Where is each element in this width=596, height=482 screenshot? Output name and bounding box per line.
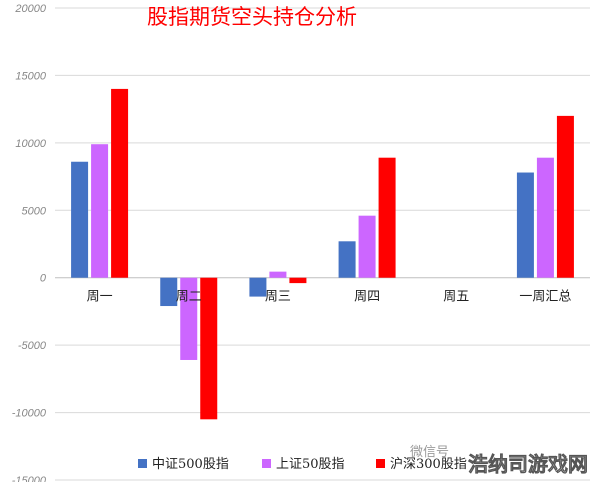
x-tick-label: 周二 — [176, 290, 202, 305]
bar — [516, 172, 534, 278]
bar — [378, 157, 396, 278]
bar — [289, 277, 307, 284]
legend-swatch — [138, 459, 147, 468]
y-tick-label: 0 — [40, 273, 47, 285]
bar — [269, 271, 287, 278]
y-tick-label: -15000 — [12, 475, 47, 482]
y-axis-ticks: 20000 15000 10000 5000 0 -5000 -10000 -15000 — [12, 3, 47, 482]
x-tick-label: 周四 — [354, 290, 380, 305]
chart-title: 股指期货空头持仓分析 — [147, 5, 357, 29]
y-tick-label: -10000 — [12, 408, 47, 420]
legend-swatch — [376, 459, 385, 468]
bar — [91, 144, 109, 278]
bar — [556, 115, 574, 278]
bar — [358, 215, 376, 278]
legend-label: 沪深300股指 — [390, 456, 467, 472]
y-tick-label: 15000 — [15, 70, 46, 82]
bar — [536, 157, 554, 278]
legend-label: 上证50股指 — [276, 457, 345, 472]
x-tick-label: 周三 — [265, 290, 291, 305]
bar — [160, 277, 178, 307]
y-tick-label: 10000 — [15, 138, 46, 150]
y-tick-label: -5000 — [18, 340, 47, 352]
x-tick-label: 一周汇总 — [519, 290, 571, 305]
x-tick-label: 周一 — [87, 290, 113, 305]
bar — [249, 277, 267, 297]
x-axis-ticks: 周一 周二 周三 周四 周五 一周汇总 — [87, 290, 572, 305]
bars — [71, 88, 574, 420]
watermark-text: 微信号 — [410, 445, 449, 460]
bar — [338, 241, 356, 278]
y-tick-label: 5000 — [22, 205, 47, 217]
gridlines — [55, 7, 590, 481]
bar — [111, 88, 129, 278]
bar — [200, 277, 218, 420]
x-tick-label: 周五 — [443, 290, 469, 305]
y-tick-label: 20000 — [14, 3, 46, 15]
legend: 中证500股指 上证50股指 沪深300股指 — [138, 456, 467, 472]
watermark: 微信号 浩纳司游戏网 — [410, 445, 588, 476]
legend-swatch — [262, 459, 271, 468]
bar — [180, 277, 198, 360]
watermark-brand: 浩纳司游戏网 — [468, 452, 588, 476]
bar — [71, 161, 89, 278]
legend-label: 中证500股指 — [152, 457, 229, 472]
